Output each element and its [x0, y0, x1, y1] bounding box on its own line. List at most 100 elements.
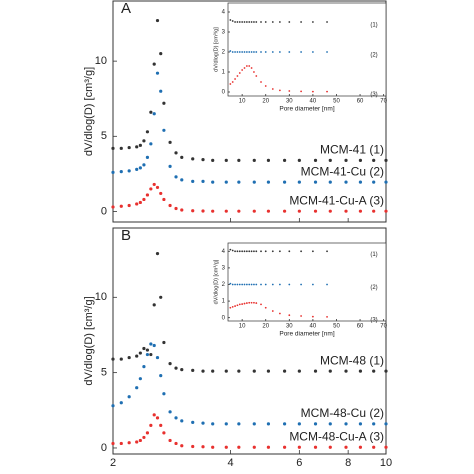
- data-point: [168, 140, 172, 144]
- y-tick-label: 0: [101, 205, 107, 217]
- series-label: (1): [370, 23, 377, 29]
- data-point: [162, 197, 166, 202]
- x-tick-label: 4: [228, 457, 234, 469]
- data-point: [297, 369, 301, 373]
- data-point: [266, 158, 271, 162]
- data-point: [372, 209, 376, 213]
- data-point: [159, 423, 163, 427]
- data-point: [152, 112, 156, 116]
- data-point: [155, 355, 160, 360]
- data-point: [264, 306, 267, 309]
- y-tick-label: 0: [101, 442, 107, 454]
- data-point: [180, 155, 184, 159]
- data-point: [142, 365, 146, 369]
- data-point: [191, 209, 195, 213]
- data-point: [155, 18, 160, 23]
- data-point: [245, 65, 248, 67]
- data-point: [152, 303, 156, 307]
- data-point: [253, 250, 255, 253]
- data-point: [288, 21, 291, 23]
- x-tick-label: 40: [310, 324, 317, 330]
- data-point: [260, 51, 262, 53]
- data-point: [253, 71, 255, 73]
- data-point: [326, 51, 328, 53]
- data-point: [344, 369, 348, 373]
- data-point: [180, 178, 184, 182]
- data-point: [191, 368, 195, 372]
- data-point: [300, 315, 303, 317]
- data-point: [234, 250, 236, 253]
- data-point: [300, 283, 303, 286]
- data-point: [142, 346, 146, 351]
- data-point: [245, 250, 248, 253]
- data-point: [174, 151, 178, 155]
- data-point: [229, 19, 232, 21]
- data-point: [245, 51, 248, 53]
- data-point: [211, 369, 215, 373]
- data-point: [234, 305, 236, 307]
- y-axis-label: dV/dlog(D) [cm³/g]: [213, 27, 219, 72]
- data-point: [278, 283, 281, 286]
- data-point: [145, 431, 150, 435]
- data-point: [145, 155, 150, 159]
- data-point: [241, 303, 244, 305]
- data-point: [142, 435, 146, 440]
- data-point: [252, 422, 256, 426]
- data-point: [159, 295, 163, 299]
- data-point: [234, 78, 236, 80]
- data-point: [201, 421, 205, 425]
- x-tick-label: 70: [380, 324, 387, 330]
- data-point: [250, 283, 253, 286]
- data-point: [271, 21, 274, 23]
- series-label: (2): [370, 53, 377, 59]
- series-label: MCM-48-Cu (2): [301, 406, 384, 420]
- data-point: [138, 200, 142, 205]
- data-point: [250, 67, 253, 69]
- data-point: [119, 204, 123, 208]
- x-tick-label: 60: [357, 324, 364, 330]
- data-point: [138, 166, 142, 170]
- data-point: [248, 301, 251, 304]
- data-point: [234, 21, 236, 23]
- data-point: [135, 167, 139, 171]
- data-point: [243, 67, 246, 69]
- data-point: [260, 250, 262, 253]
- data-point: [252, 158, 256, 162]
- y-tick-label: 4: [222, 10, 226, 16]
- data-point: [245, 21, 248, 23]
- data-point: [300, 51, 303, 53]
- data-point: [328, 180, 332, 184]
- data-point: [282, 422, 287, 426]
- data-point: [266, 422, 271, 426]
- y-tick-label: 2: [222, 282, 226, 288]
- data-point: [311, 283, 314, 286]
- data-point: [255, 51, 258, 53]
- data-point: [236, 75, 239, 77]
- data-point: [300, 250, 303, 253]
- data-point: [271, 283, 274, 286]
- series-label: MCM-41 (1): [320, 143, 384, 157]
- data-point: [311, 250, 314, 253]
- data-point: [224, 422, 228, 426]
- series-label: MCM-41-Cu-A (3): [289, 193, 384, 207]
- data-point: [174, 206, 178, 211]
- data-point: [119, 357, 123, 361]
- data-point: [282, 445, 287, 449]
- data-point: [201, 209, 205, 213]
- x-tick-label: 20: [262, 324, 269, 330]
- data-point: [142, 163, 146, 167]
- data-point: [135, 354, 139, 358]
- series-label: (1): [370, 252, 377, 258]
- data-point: [384, 209, 388, 213]
- data-point: [224, 209, 228, 213]
- data-point: [260, 81, 262, 83]
- data-point: [149, 142, 153, 146]
- data-point: [328, 209, 332, 213]
- data-point: [243, 21, 246, 23]
- data-point: [162, 101, 166, 105]
- data-point: [252, 209, 256, 213]
- data-point: [236, 250, 239, 253]
- data-point: [241, 250, 244, 253]
- data-point: [159, 89, 163, 93]
